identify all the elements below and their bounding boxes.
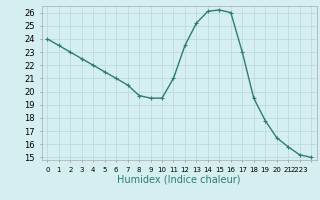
X-axis label: Humidex (Indice chaleur): Humidex (Indice chaleur)	[117, 174, 241, 184]
